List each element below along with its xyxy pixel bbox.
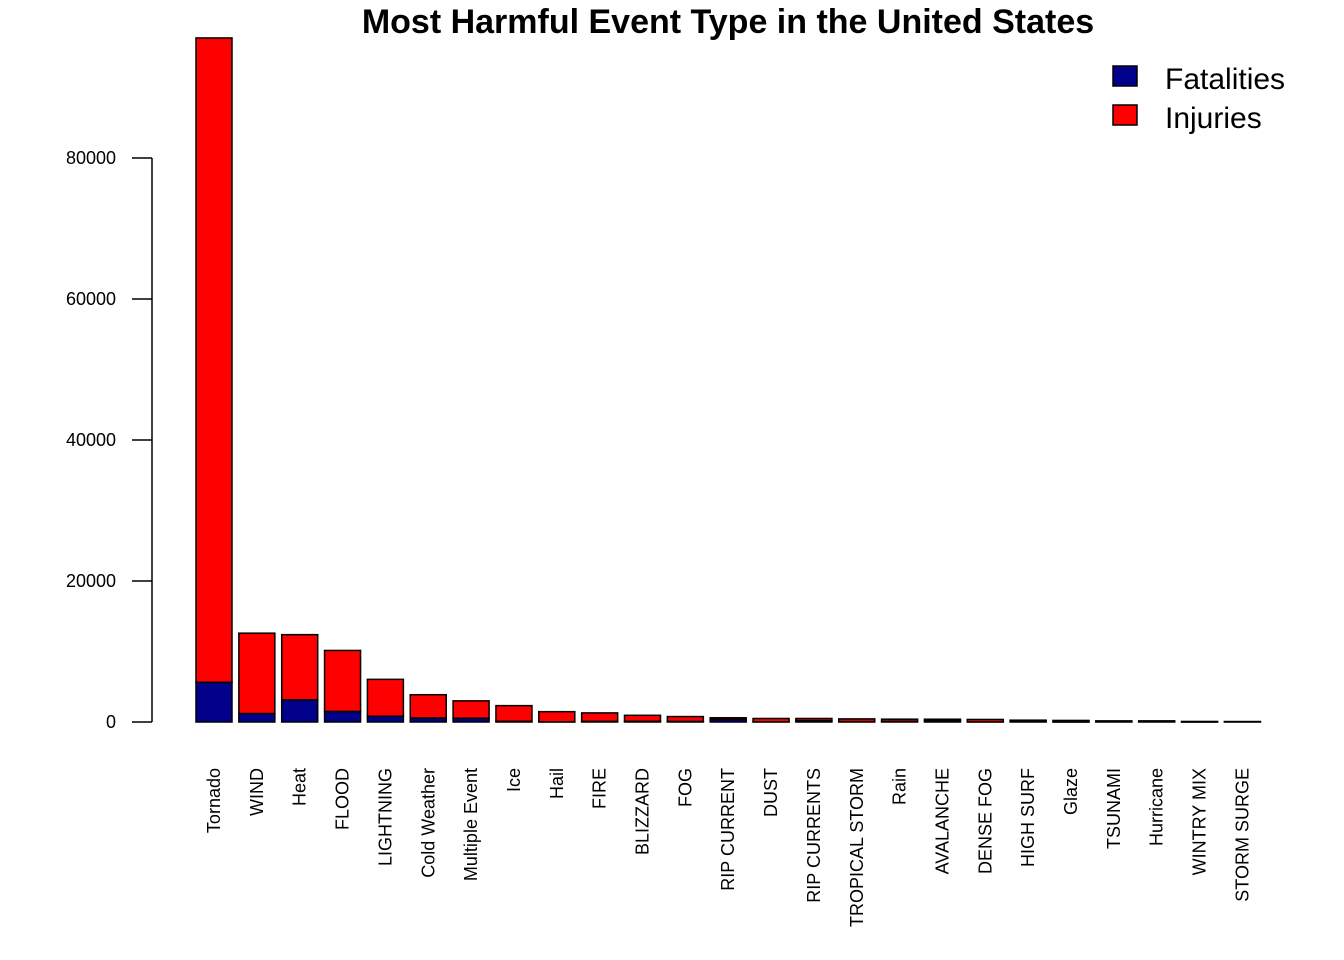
x-tick-label: RIP CURRENT: [718, 768, 738, 891]
x-tick-label: Glaze: [1061, 768, 1081, 815]
legend-swatch-fatalities: [1112, 65, 1138, 87]
bar-flood-fatalities: [323, 710, 362, 723]
x-tick-label: Cold Weather: [418, 768, 438, 878]
legend: Fatalities Injuries: [1112, 63, 1285, 135]
x-tick-label: Rain: [890, 768, 910, 805]
bar-dust-injuries: [752, 717, 790, 723]
x-tick-label: TROPICAL STORM: [847, 768, 867, 927]
x-tick-label: AVALANCHE: [932, 768, 952, 874]
x-tick-label: FLOOD: [333, 768, 353, 830]
bar-fire-injuries: [580, 712, 619, 723]
legend-swatch-injuries: [1112, 104, 1138, 126]
x-tick-label: RIP CURRENTS: [804, 768, 824, 903]
x-tick-label: DUST: [761, 768, 781, 817]
chart-title: Most Harmful Event Type in the United St…: [362, 3, 1094, 41]
legend-label-fatalities: Fatalities: [1165, 63, 1285, 96]
bar-dense-fog-injuries: [966, 718, 1005, 723]
x-tick-label: Multiple Event: [461, 768, 481, 881]
x-tick-label: Hail: [547, 768, 567, 799]
x-axis-labels: Tornado WIND Heat FLOOD LIGHTNING Cold Weathe…: [204, 768, 1252, 927]
x-tick-label: STORM SURGE: [1232, 768, 1252, 902]
bar-wind-injuries: [238, 632, 276, 715]
bar-wind-fatalities: [238, 712, 276, 723]
y-tick-label: 60000: [66, 289, 116, 309]
y-axis: 0 20000 40000 60000 80000: [66, 148, 153, 732]
x-tick-label: Heat: [290, 768, 310, 806]
bar-avalanche-injuries: [923, 718, 962, 722]
bar-cold-weather-injuries: [409, 693, 447, 719]
x-tick-label: FOG: [675, 768, 695, 807]
bars: [195, 37, 1262, 723]
x-tick-label: HIGH SURF: [1018, 768, 1038, 867]
x-tick-label: DENSE FOG: [975, 768, 995, 874]
x-tick-label: TSUNAMI: [1104, 768, 1124, 849]
bar-ice-injuries: [495, 704, 533, 723]
bar-tropical-storm-injuries: [838, 718, 876, 723]
x-tick-label: Hurricane: [1147, 768, 1167, 846]
x-tick-label: LIGHTNING: [375, 768, 395, 866]
legend-label-injuries: Injuries: [1165, 102, 1262, 135]
y-tick-label: 40000: [66, 430, 116, 450]
x-tick-label: FIRE: [590, 768, 610, 809]
bar-tornado-fatalities: [195, 681, 233, 723]
y-tick-label: 80000: [66, 148, 116, 168]
bar-multiple-event-injuries: [452, 700, 490, 719]
bar-fog-injuries: [666, 715, 705, 723]
bar-heat-injuries: [280, 633, 319, 701]
x-tick-label: BLIZZARD: [633, 768, 653, 855]
y-tick-label: 20000: [66, 571, 116, 591]
bar-wintry-mix-injuries: [1180, 720, 1219, 723]
bar-lightning-injuries: [366, 678, 405, 717]
bar-blizzard-injuries: [623, 714, 662, 723]
bar-flood-injuries: [323, 649, 362, 713]
bar-rip-currents-injuries: [795, 717, 833, 722]
bar-tornado-injuries: [195, 37, 233, 684]
bar-hail-injuries: [538, 710, 576, 723]
x-tick-label: Tornado: [204, 768, 224, 833]
x-tick-label: WINTRY MIX: [1190, 768, 1210, 875]
x-tick-label: WIND: [247, 768, 267, 816]
x-tick-label: Ice: [504, 768, 524, 792]
bar-rain-injuries: [880, 718, 919, 723]
bar-glaze-injuries: [1052, 719, 1090, 723]
y-tick-label: 0: [106, 712, 116, 732]
bar-rip-current-injuries: [709, 717, 747, 721]
bar-tsunami-injuries: [1095, 720, 1133, 723]
bar-heat-fatalities: [280, 699, 319, 723]
bar-lightning-fatalities: [366, 715, 405, 723]
bar-high-surf-injuries: [1009, 719, 1047, 723]
